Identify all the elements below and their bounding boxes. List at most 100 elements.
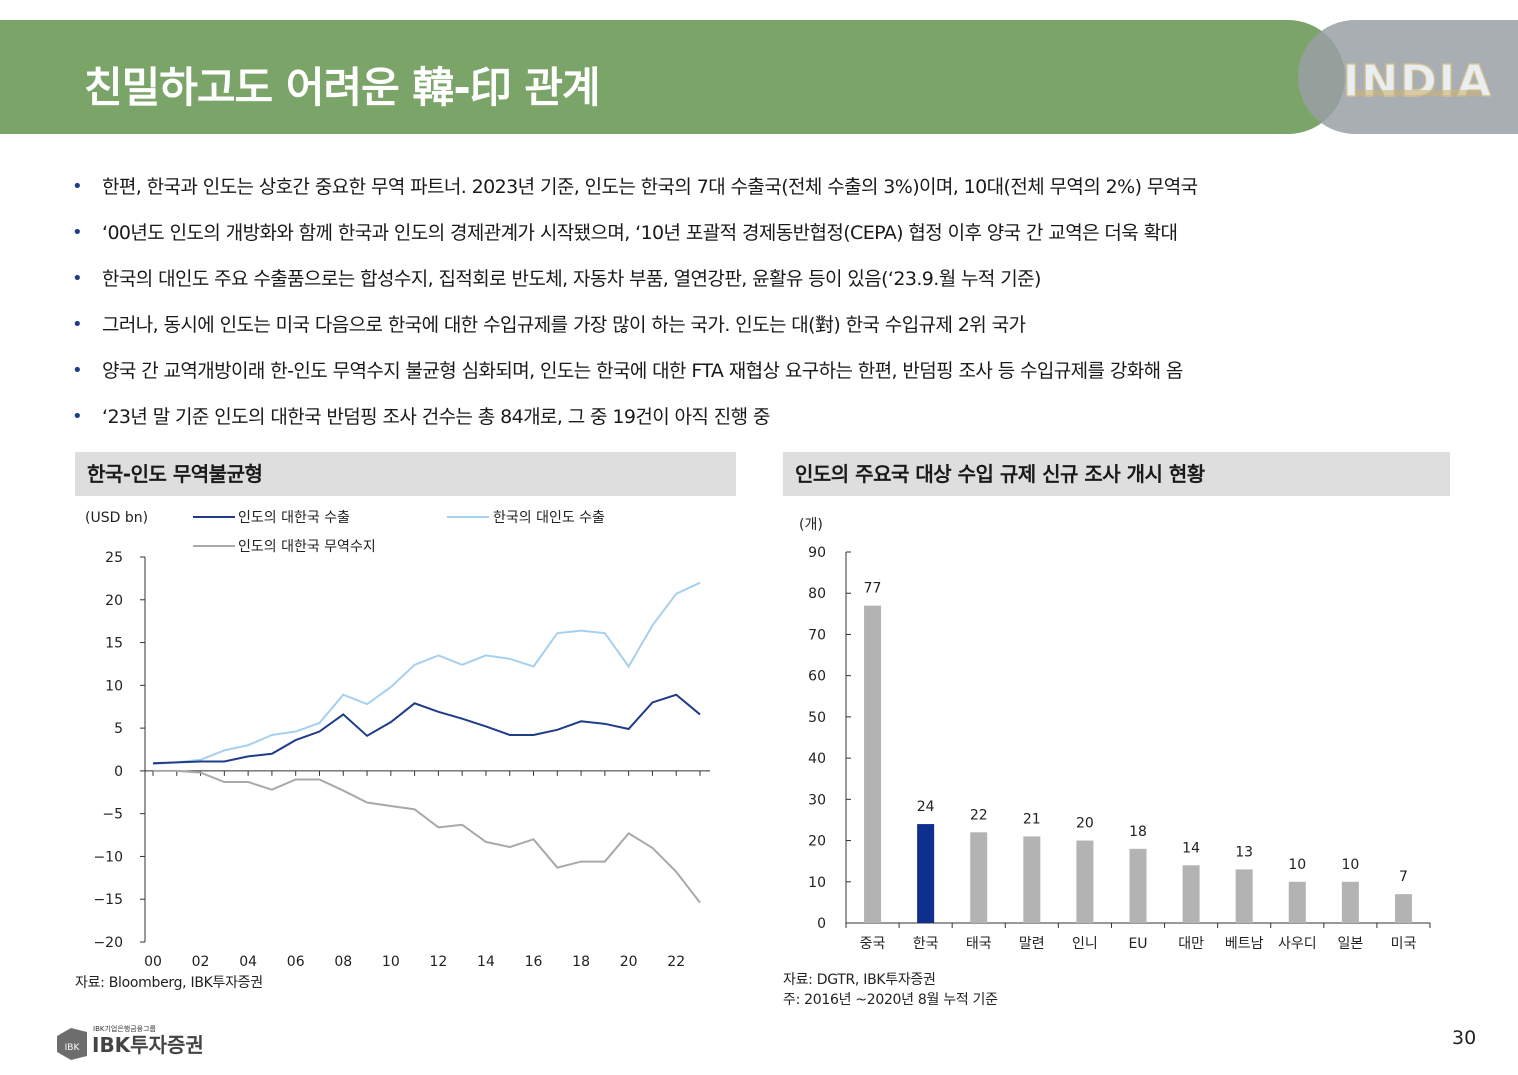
bar-value-label: 7 [1399,869,1408,885]
bullet-text: 한편, 한국과 인도는 상호간 중요한 무역 파트너. 2023년 기준, 인도… [102,176,1198,198]
category-label: 대만 [1178,936,1204,952]
bar [1182,865,1200,923]
x-tick-label: 04 [239,954,257,970]
x-tick-label: 08 [334,954,352,970]
category-label: 인니 [1072,936,1098,952]
bullet-text: 양국 간 교역개방이래 한-인도 무역수지 불균형 심화되며, 인도는 한국에 … [102,360,1183,382]
category-label: 일본 [1337,936,1363,952]
bullet-item: • 양국 간 교역개방이래 한-인도 무역수지 불균형 심화되며, 인도는 한국에… [70,354,1490,400]
y-tick-label: 5 [114,721,123,737]
bullet-item: • 그러나, 동시에 인도는 미국 다음으로 한국에 대한 수입규제를 가장 많이… [70,308,1490,354]
bar-value-label: 13 [1235,844,1253,860]
bullet-text: 그러나, 동시에 인도는 미국 다음으로 한국에 대한 수입규제를 가장 많이 … [102,314,1026,336]
x-tick-label: 12 [429,954,447,970]
svg-text:IBK: IBK [65,1043,81,1053]
category-label: 말련 [1019,936,1045,952]
bullet-marker: • [72,360,83,381]
bar-value-label: 22 [970,807,988,823]
category-label: 한국 [913,936,939,952]
x-tick-label: 20 [620,954,638,970]
page-title: 친밀하고도 어려운 韓-印 관계 [84,63,601,112]
bullet-marker: • [72,176,83,197]
x-tick-label: 14 [477,954,495,970]
line-chart-x-axis: 00 02 04 06 08 10 12 14 16 18 20 22 [144,770,710,970]
title-banner [0,20,1345,134]
y-tick-label: 0 [817,916,826,932]
bar-chart-note: 주: 2016년 ~2020년 8월 누적 기준 [783,992,998,1008]
bar-chart-unit-label: (개) [799,517,823,533]
bar-value-label: 10 [1341,857,1359,873]
line-chart-y-axis: 25 20 15 10 5 0 −5 −10 −15 −20 [93,550,146,951]
legend-label-korea-export: 한국의 대인도 수출 [493,510,605,526]
bullet-marker: • [72,222,83,243]
x-tick-label: 22 [667,954,685,970]
x-tick-label: 18 [572,954,590,970]
bar [970,832,988,923]
y-tick-label: 20 [808,834,826,850]
line-chart-title: 한국-인도 무역불균형 [75,452,736,496]
bullet-text: ‘00년도 인도의 개방화와 함께 한국과 인도의 경제관계가 시작됐으며, ‘… [102,222,1178,244]
x-tick-label: 06 [287,954,305,970]
line-chart-legend: 인도의 대한국 수출 한국의 대인도 수출 인도의 대한국 무역수지 [193,510,605,555]
footer-company: IBK투자증권 [92,1033,204,1057]
line-chart-series [152,581,701,904]
category-label: 미국 [1391,936,1417,952]
bullet-item: • ‘23년 말 기준 인도의 대한국 반덤핑 조사 건수는 총 84개로, 그 … [70,400,1490,446]
bar [1235,869,1253,923]
bar [1288,881,1306,923]
category-label: 베트남 [1225,936,1264,952]
y-tick-label: 10 [808,875,826,891]
y-tick-label: 20 [105,593,123,609]
series-line [152,581,701,766]
y-tick-label: −10 [93,849,123,865]
category-label: EU [1128,936,1147,952]
india-badge-background [1298,20,1518,134]
y-tick-label: 30 [808,792,826,808]
x-tick-label: 16 [525,954,543,970]
legend-label-india-export: 인도의 대한국 수출 [238,510,350,526]
series-line [153,769,701,904]
bar-chart-title: 인도의 주요국 대상 수입 규제 신규 조사 개시 현황 [783,452,1450,496]
bar-value-label: 24 [917,799,935,815]
bar [1023,836,1041,923]
bar-value-label: 14 [1182,840,1200,856]
import-regulation-bar-chart: (개) 0 10 20 30 40 50 60 70 80 90 77 중국 24 한국 22 태국 21 말련… [799,517,1431,952]
line-chart-unit-label: (USD bn) [85,510,148,526]
x-tick-label: 02 [192,954,210,970]
category-label: 태국 [966,936,992,952]
y-tick-label: 70 [808,627,826,643]
y-tick-label: 90 [808,545,826,561]
bullet-marker: • [72,314,83,335]
bullet-text: 한국의 대인도 주요 수출품으로는 합성수지, 집적회로 반도체, 자동차 부품… [102,268,1041,290]
bullet-text: ‘23년 말 기준 인도의 대한국 반덤핑 조사 건수는 총 84개로, 그 중… [102,406,770,428]
bullet-list: • 한편, 한국과 인도는 상호간 중요한 무역 파트너. 2023년 기준, 인… [70,170,1490,446]
y-tick-label: 15 [105,636,123,652]
x-tick-label: 10 [382,954,400,970]
y-tick-label: −15 [93,892,123,908]
bar [1076,840,1094,923]
ibk-logo: IBK IBK기업은행금융그룹 IBK투자증권 [57,1024,204,1060]
bullet-marker: • [72,268,83,289]
trade-balance-line-chart: (USD bn) 인도의 대한국 수출 한국의 대인도 수출 인도의 대한국 무… [85,510,710,970]
x-tick-label: 00 [144,954,162,970]
footer-company-small: IBK기업은행금융그룹 [93,1024,157,1033]
bar [1129,848,1147,923]
bullet-item: • ‘00년도 인도의 개방화와 함께 한국과 인도의 경제관계가 시작됐으며, … [70,216,1490,262]
bar-value-label: 20 [1076,816,1094,832]
y-tick-label: 10 [105,678,123,694]
bar [1341,881,1359,923]
category-label: 사우디 [1278,936,1317,952]
india-logo-icon: INDIA [1342,56,1491,102]
bar [917,824,935,923]
bar [1394,894,1412,923]
y-tick-label: −20 [93,935,123,951]
y-tick-label: 40 [808,751,826,767]
y-tick-label: 25 [105,550,123,566]
bullet-marker: • [72,406,83,427]
page-number: 30 [1452,1027,1477,1049]
bar-value-label: 77 [864,581,882,597]
bullet-item: • 한편, 한국과 인도는 상호간 중요한 무역 파트너. 2023년 기준, 인… [70,170,1490,216]
bar-value-label: 21 [1023,811,1041,827]
bar-chart-y-axis: 0 10 20 30 40 50 60 70 80 90 [808,545,1430,932]
category-label: 중국 [860,936,886,952]
